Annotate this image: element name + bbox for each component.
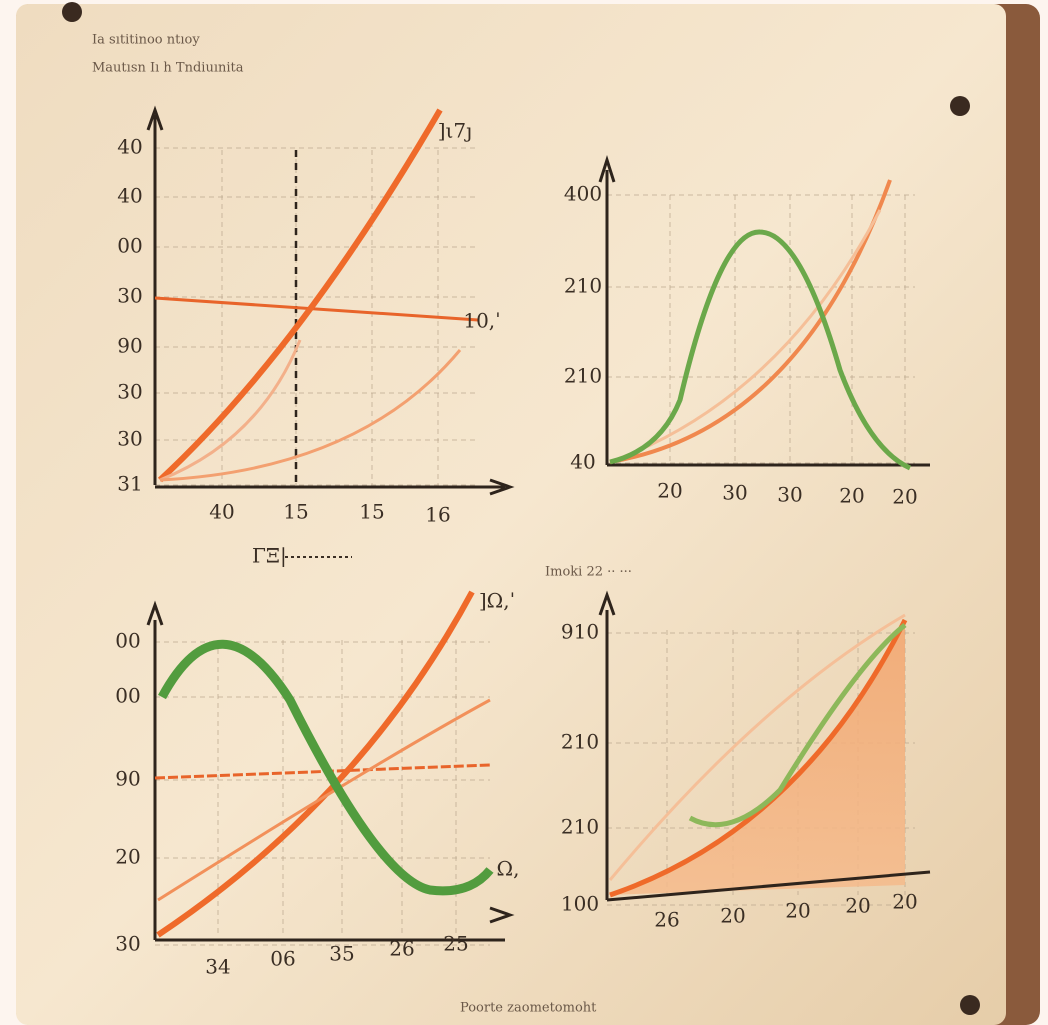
annotation: ]ι7ȷ (438, 119, 473, 143)
x-tick-label: 20 (845, 894, 870, 918)
x-tick-label: 20 (785, 899, 810, 923)
y-tick-label: 00 (115, 629, 140, 653)
y-tick-label: 30 (115, 932, 140, 956)
header-subtitle: Mautısn Iı h Tndiuınita (92, 61, 244, 76)
y-tick-label: 30 (117, 427, 142, 451)
x-tick-label: 30 (777, 483, 802, 507)
x-tick-label: 26 (654, 908, 679, 932)
header-title: Ia sıtitinoo ntıoy (92, 33, 200, 48)
y-tick-label: 910 (561, 620, 599, 644)
pin (62, 2, 82, 22)
y-tick-label: 30 (117, 380, 142, 404)
annotation: ]Ω,ˈ (479, 589, 515, 613)
caption: Poorte zaometomoht (460, 1001, 597, 1016)
x-tick-label: 15 (283, 500, 308, 524)
x-tick-label: 06 (270, 947, 295, 971)
x-tick-label: 35 (329, 942, 354, 966)
y-tick-label: 210 (561, 730, 599, 754)
body: {"header": {"title": "Ia sıtitinoo ntıoy… (0, 0, 1048, 1025)
y-tick-label: 40 (570, 450, 595, 474)
y-tick-label: 00 (117, 234, 142, 258)
y-tick-label: 90 (117, 334, 142, 358)
x-tick-label: 16 (425, 503, 450, 527)
page: Board of charts html, body { margin: 0; … (0, 0, 1048, 1025)
x-tick-label: 20 (892, 485, 917, 509)
x-tick-label: 15 (359, 500, 384, 524)
y-tick-label: 210 (564, 364, 602, 388)
y-tick-label: 210 (561, 815, 599, 839)
x-tick-label: 20 (657, 479, 682, 503)
x-tick-label: 20 (892, 890, 917, 914)
x-tick-label: 25 (443, 932, 468, 956)
y-tick-label: 90 (115, 767, 140, 791)
annotation: Ω, (497, 857, 520, 881)
x-tick-label: 34 (205, 955, 230, 979)
y-tick-label: 210 (564, 274, 602, 298)
x-tick-label: 30 (722, 481, 747, 505)
caption: Imoki 22 ·· ··· (545, 565, 632, 580)
y-tick-label: 20 (115, 845, 140, 869)
y-tick-label: 40 (117, 184, 142, 208)
y-tick-label: 40 (117, 135, 142, 159)
x-tick-label: 26 (389, 937, 414, 961)
x-tick-label: 20 (720, 904, 745, 928)
x-tick-label: 40 (209, 500, 234, 524)
caption: ΓΞ| (252, 544, 287, 569)
y-tick-label: 31 (117, 472, 142, 496)
y-tick-label: 30 (117, 284, 142, 308)
annotation: 10,ˈ (463, 309, 500, 333)
pin (950, 96, 970, 116)
y-tick-label: 400 (564, 182, 602, 206)
y-tick-label: 00 (115, 684, 140, 708)
y-tick-label: 100 (561, 892, 599, 916)
x-tick-label: 20 (839, 484, 864, 508)
scene: Ia sıtitinoo ntıoy Mautısn Iı h Tndiuıni… (0, 0, 1048, 1025)
pin (960, 995, 980, 1015)
